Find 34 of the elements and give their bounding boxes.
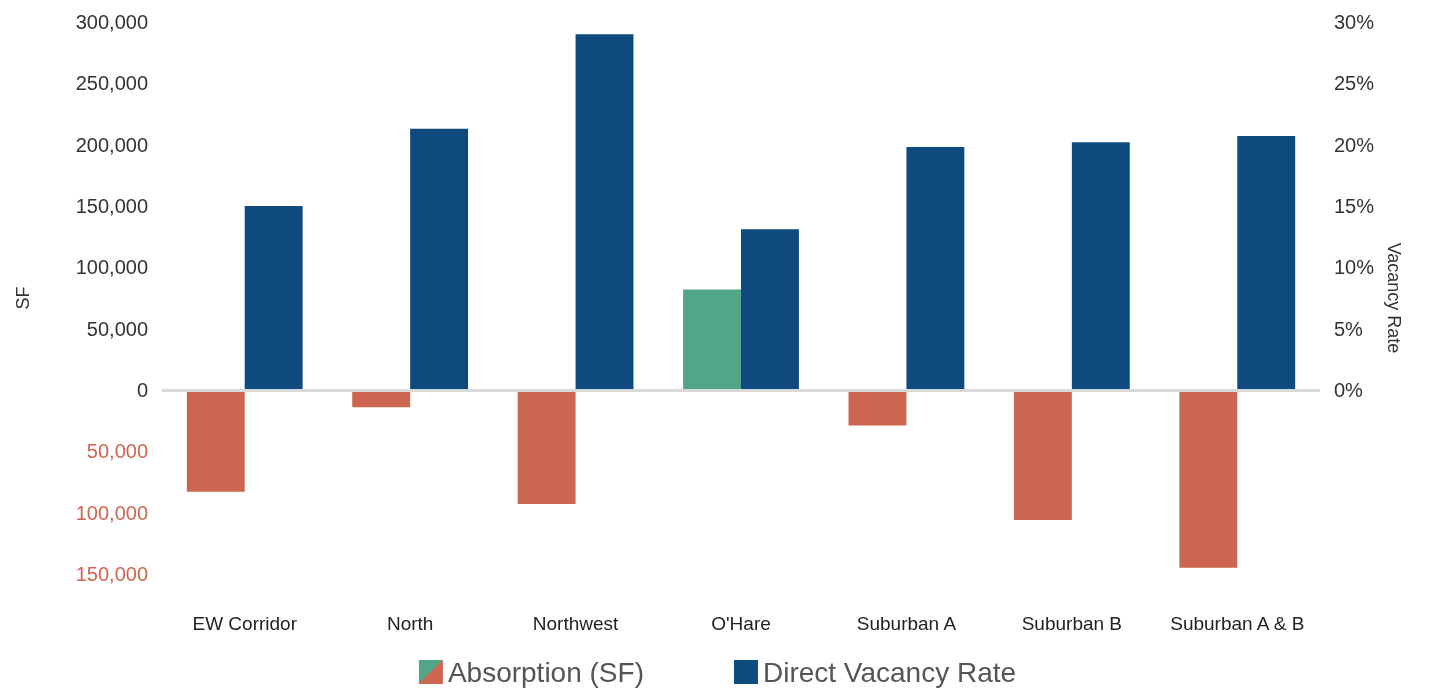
- y-tick-label: 0: [136, 379, 148, 401]
- y-tick-label: 200,000: [75, 133, 148, 156]
- y2-tick-label: 30%: [1334, 11, 1375, 33]
- bar: [1237, 136, 1296, 390]
- y-tick-label: 100,000: [75, 501, 148, 524]
- x-tick-label: Suburban B: [1021, 613, 1123, 634]
- y2-tick-label: 10%: [1334, 256, 1375, 279]
- legend-label: Direct Vacancy Rate: [762, 656, 1017, 688]
- legend-label: Absorption (SF): [447, 656, 644, 688]
- y-tick-label: 100,000: [75, 256, 148, 279]
- x-tick-label: North: [386, 613, 434, 634]
- y-tick-label: 150,000: [75, 563, 148, 585]
- y-tick-label: 150,000: [75, 195, 148, 217]
- y-tick-label: 250,000: [75, 72, 148, 95]
- bar: [410, 128, 469, 390]
- x-tick-label: Northwest: [532, 613, 620, 634]
- x-tick-label: Suburban A & B: [1170, 613, 1305, 634]
- y-tick-label: 50,000: [86, 317, 148, 340]
- y2-tick-label: 15%: [1334, 195, 1375, 217]
- y-tick-label: 50,000: [86, 440, 148, 463]
- bar: [1071, 142, 1130, 390]
- y-axis-title: SF: [13, 286, 33, 310]
- y2-tick-label: 25%: [1334, 72, 1375, 95]
- x-tick-label: EW Corridor: [192, 613, 298, 634]
- bar: [244, 206, 303, 390]
- y-tick-label: 300,000: [75, 11, 148, 33]
- bar: [575, 34, 634, 390]
- y2-axis-title: Vacancy Rate: [1383, 242, 1404, 354]
- bar: [906, 147, 965, 390]
- y2-tick-label: 20%: [1334, 133, 1375, 156]
- x-tick-label: Suburban A: [856, 613, 957, 634]
- y2-tick-label: 0%: [1334, 379, 1364, 401]
- y2-tick-label: 5%: [1334, 317, 1364, 340]
- x-tick-label: O'Hare: [711, 613, 771, 634]
